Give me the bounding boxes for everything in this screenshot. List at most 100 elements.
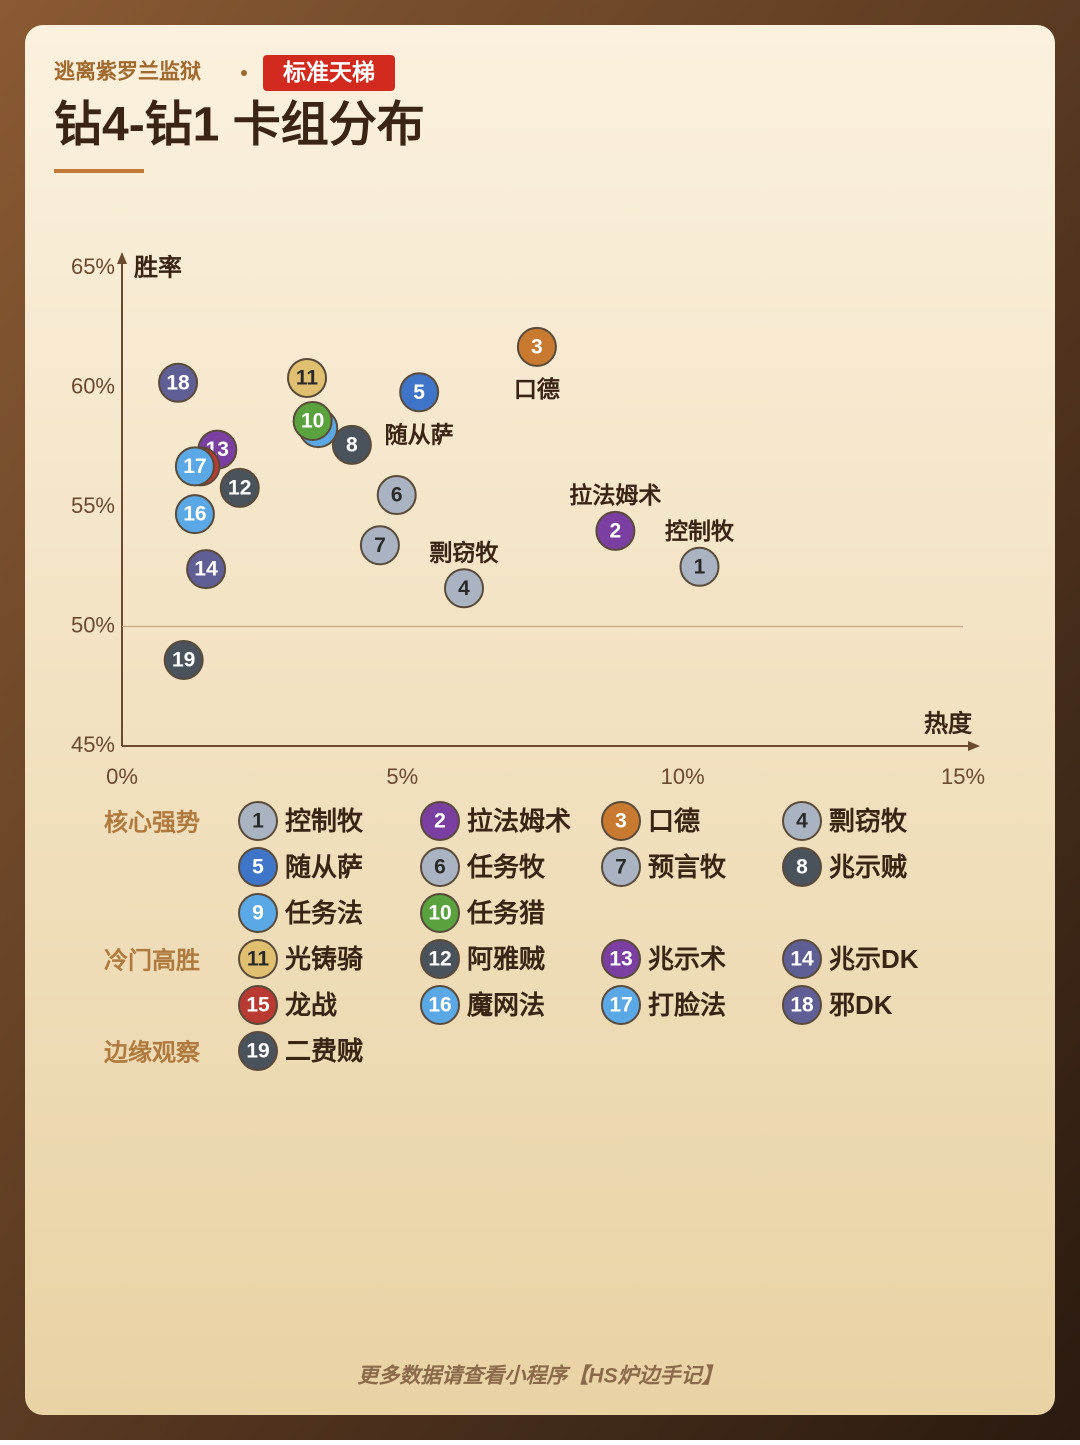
legend-swatch-number: 18 xyxy=(790,994,814,1017)
footer: 更多数据请查看小程序【HS炉边手记】 xyxy=(357,1364,722,1388)
point xyxy=(399,372,440,413)
card xyxy=(25,25,1055,1415)
point-number: 4 xyxy=(458,577,470,600)
point xyxy=(174,446,215,487)
point-number: 2 xyxy=(610,519,622,542)
legend-label: 光铸骑 xyxy=(284,944,363,974)
point xyxy=(359,525,400,566)
point-number: 19 xyxy=(172,649,195,672)
point-number: 18 xyxy=(166,371,190,394)
series-name: 逃离紫罗兰监狱 xyxy=(54,60,201,84)
point-number: 7 xyxy=(374,534,386,557)
point xyxy=(595,510,636,551)
legend-label: 邪DK xyxy=(828,990,893,1020)
legend-swatch xyxy=(601,939,641,979)
legend-swatch-number: 11 xyxy=(247,948,270,971)
legend-swatch-number: 4 xyxy=(796,810,808,833)
title: 钻4-钻1 卡组分布 xyxy=(54,99,425,152)
legend-swatch-number: 13 xyxy=(609,948,632,971)
point-label: 拉法姆术 xyxy=(569,482,661,508)
point-number: 14 xyxy=(194,558,218,581)
point xyxy=(186,549,227,590)
legend-swatch xyxy=(782,939,822,979)
legend-label: 口德 xyxy=(648,806,700,836)
legend-swatch-number: 16 xyxy=(428,994,451,1017)
legend-label: 随从萨 xyxy=(285,852,363,882)
point-number: 12 xyxy=(228,476,251,499)
legend-swatch xyxy=(420,985,460,1025)
badge: 标准天梯 xyxy=(283,59,375,85)
y-arrow xyxy=(117,252,127,264)
point-number: 3 xyxy=(531,335,543,358)
legend-swatch-number: 14 xyxy=(790,948,814,971)
x-axis-title: 热度 xyxy=(924,709,973,737)
separator-dot xyxy=(241,70,247,76)
legend-group: 核心强势 xyxy=(104,808,200,836)
legend-swatch xyxy=(782,985,822,1025)
legend-swatch xyxy=(601,985,641,1025)
legend-swatch-number: 10 xyxy=(428,902,451,925)
legend-label: 剽窃牧 xyxy=(829,806,908,836)
legend-swatch xyxy=(238,801,278,841)
point xyxy=(376,475,417,516)
legend-swatch xyxy=(782,847,822,887)
y-tick-label: 65% xyxy=(71,254,115,279)
point-label: 剽窃牧 xyxy=(430,539,500,565)
legend-swatch-number: 2 xyxy=(434,810,446,833)
legend-label: 控制牧 xyxy=(285,806,364,836)
x-tick-label: 10% xyxy=(661,764,705,789)
point-label: 口德 xyxy=(514,376,560,402)
legend-label: 拉法姆术 xyxy=(467,806,571,836)
point xyxy=(516,326,557,367)
legend-swatch xyxy=(420,939,460,979)
legend-label: 兆示DK xyxy=(829,944,919,974)
badge-bg xyxy=(263,55,395,91)
point-number: 6 xyxy=(391,484,403,507)
point-number: 5 xyxy=(413,381,425,404)
legend-label: 魔网法 xyxy=(467,990,545,1020)
legend-swatch-number: 19 xyxy=(246,1040,269,1063)
legend-swatch-number: 1 xyxy=(252,810,264,833)
y-tick-label: 50% xyxy=(71,612,115,637)
legend-group: 冷门高胜 xyxy=(104,946,200,974)
legend-swatch xyxy=(601,847,641,887)
legend-swatch-number: 8 xyxy=(796,856,808,879)
legend-label: 预言牧 xyxy=(648,852,727,882)
legend-swatch-number: 6 xyxy=(434,856,446,879)
point xyxy=(219,467,260,508)
legend-label: 任务牧 xyxy=(466,852,546,882)
y-tick-label: 60% xyxy=(71,373,115,398)
x-arrow xyxy=(968,741,980,751)
legend-swatch xyxy=(782,801,822,841)
legend-swatch xyxy=(238,939,278,979)
legend-label: 任务法 xyxy=(284,898,363,928)
y-tick-label: 45% xyxy=(71,732,115,757)
point-number: 17 xyxy=(183,455,206,478)
y-tick-label: 55% xyxy=(71,493,115,518)
legend-swatch xyxy=(420,893,460,933)
title-underline xyxy=(54,169,144,173)
legend-swatch xyxy=(238,985,278,1025)
legend-group: 边缘观察 xyxy=(104,1038,201,1066)
point xyxy=(679,546,720,587)
x-tick-label: 5% xyxy=(386,764,418,789)
legend-label: 龙战 xyxy=(285,990,337,1020)
point xyxy=(444,568,485,609)
legend-swatch xyxy=(238,893,278,933)
legend-swatch xyxy=(420,847,460,887)
x-tick-label: 0% xyxy=(106,764,138,789)
point xyxy=(292,400,333,441)
point xyxy=(331,424,372,465)
legend-swatch-number: 15 xyxy=(246,994,270,1017)
point-label: 随从萨 xyxy=(385,421,454,447)
point-number: 1 xyxy=(694,555,706,578)
y-axis-title: 胜率 xyxy=(134,253,182,281)
point xyxy=(163,639,204,680)
legend-label: 兆示术 xyxy=(648,944,726,974)
point xyxy=(287,357,328,398)
x-tick-label: 15% xyxy=(941,764,985,789)
legend-swatch xyxy=(238,847,278,887)
legend-label: 任务猎 xyxy=(466,898,545,928)
legend-label: 二费贼 xyxy=(285,1036,363,1066)
